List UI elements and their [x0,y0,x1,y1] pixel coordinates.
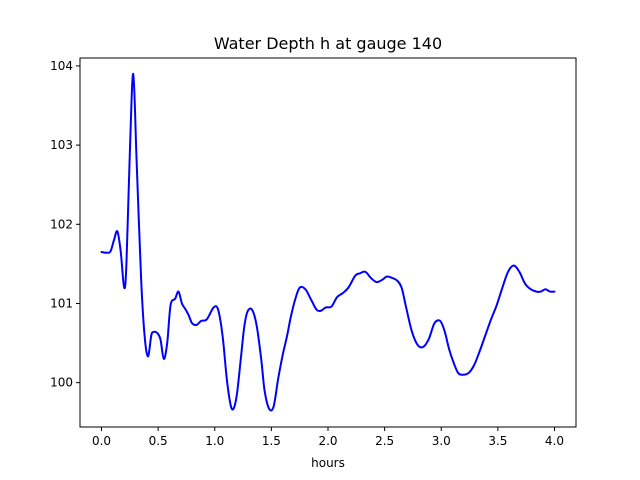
x-axis-label: hours [311,456,345,470]
x-tick-label: 2.0 [318,434,337,448]
chart-title: Water Depth h at gauge 140 [214,34,442,53]
x-tick-label: 3.0 [432,434,451,448]
x-tick-label: 0.5 [149,434,168,448]
y-tick-label: 102 [50,217,73,231]
y-tick-label: 101 [50,296,73,310]
x-tick-label: 1.5 [262,434,281,448]
x-tick-label: 1.0 [205,434,224,448]
x-tick-label: 0.0 [92,434,111,448]
x-tick-label: 4.0 [545,434,564,448]
x-axis: 0.0 0.5 1.0 1.5 2.0 2.5 3.0 3.5 4.0 [92,427,564,448]
y-tick-label: 104 [50,59,73,73]
y-axis: 100 101 102 103 104 [50,59,80,390]
data-line-group [100,72,556,412]
data-line-series-0 [100,72,556,412]
plot-background [80,58,576,427]
x-tick-label: 2.5 [375,434,394,448]
y-tick-label: 100 [50,376,73,390]
plot-area [80,58,576,427]
x-tick-label: 3.5 [488,434,507,448]
y-tick-label: 103 [50,138,73,152]
plot-frame [79,57,577,428]
